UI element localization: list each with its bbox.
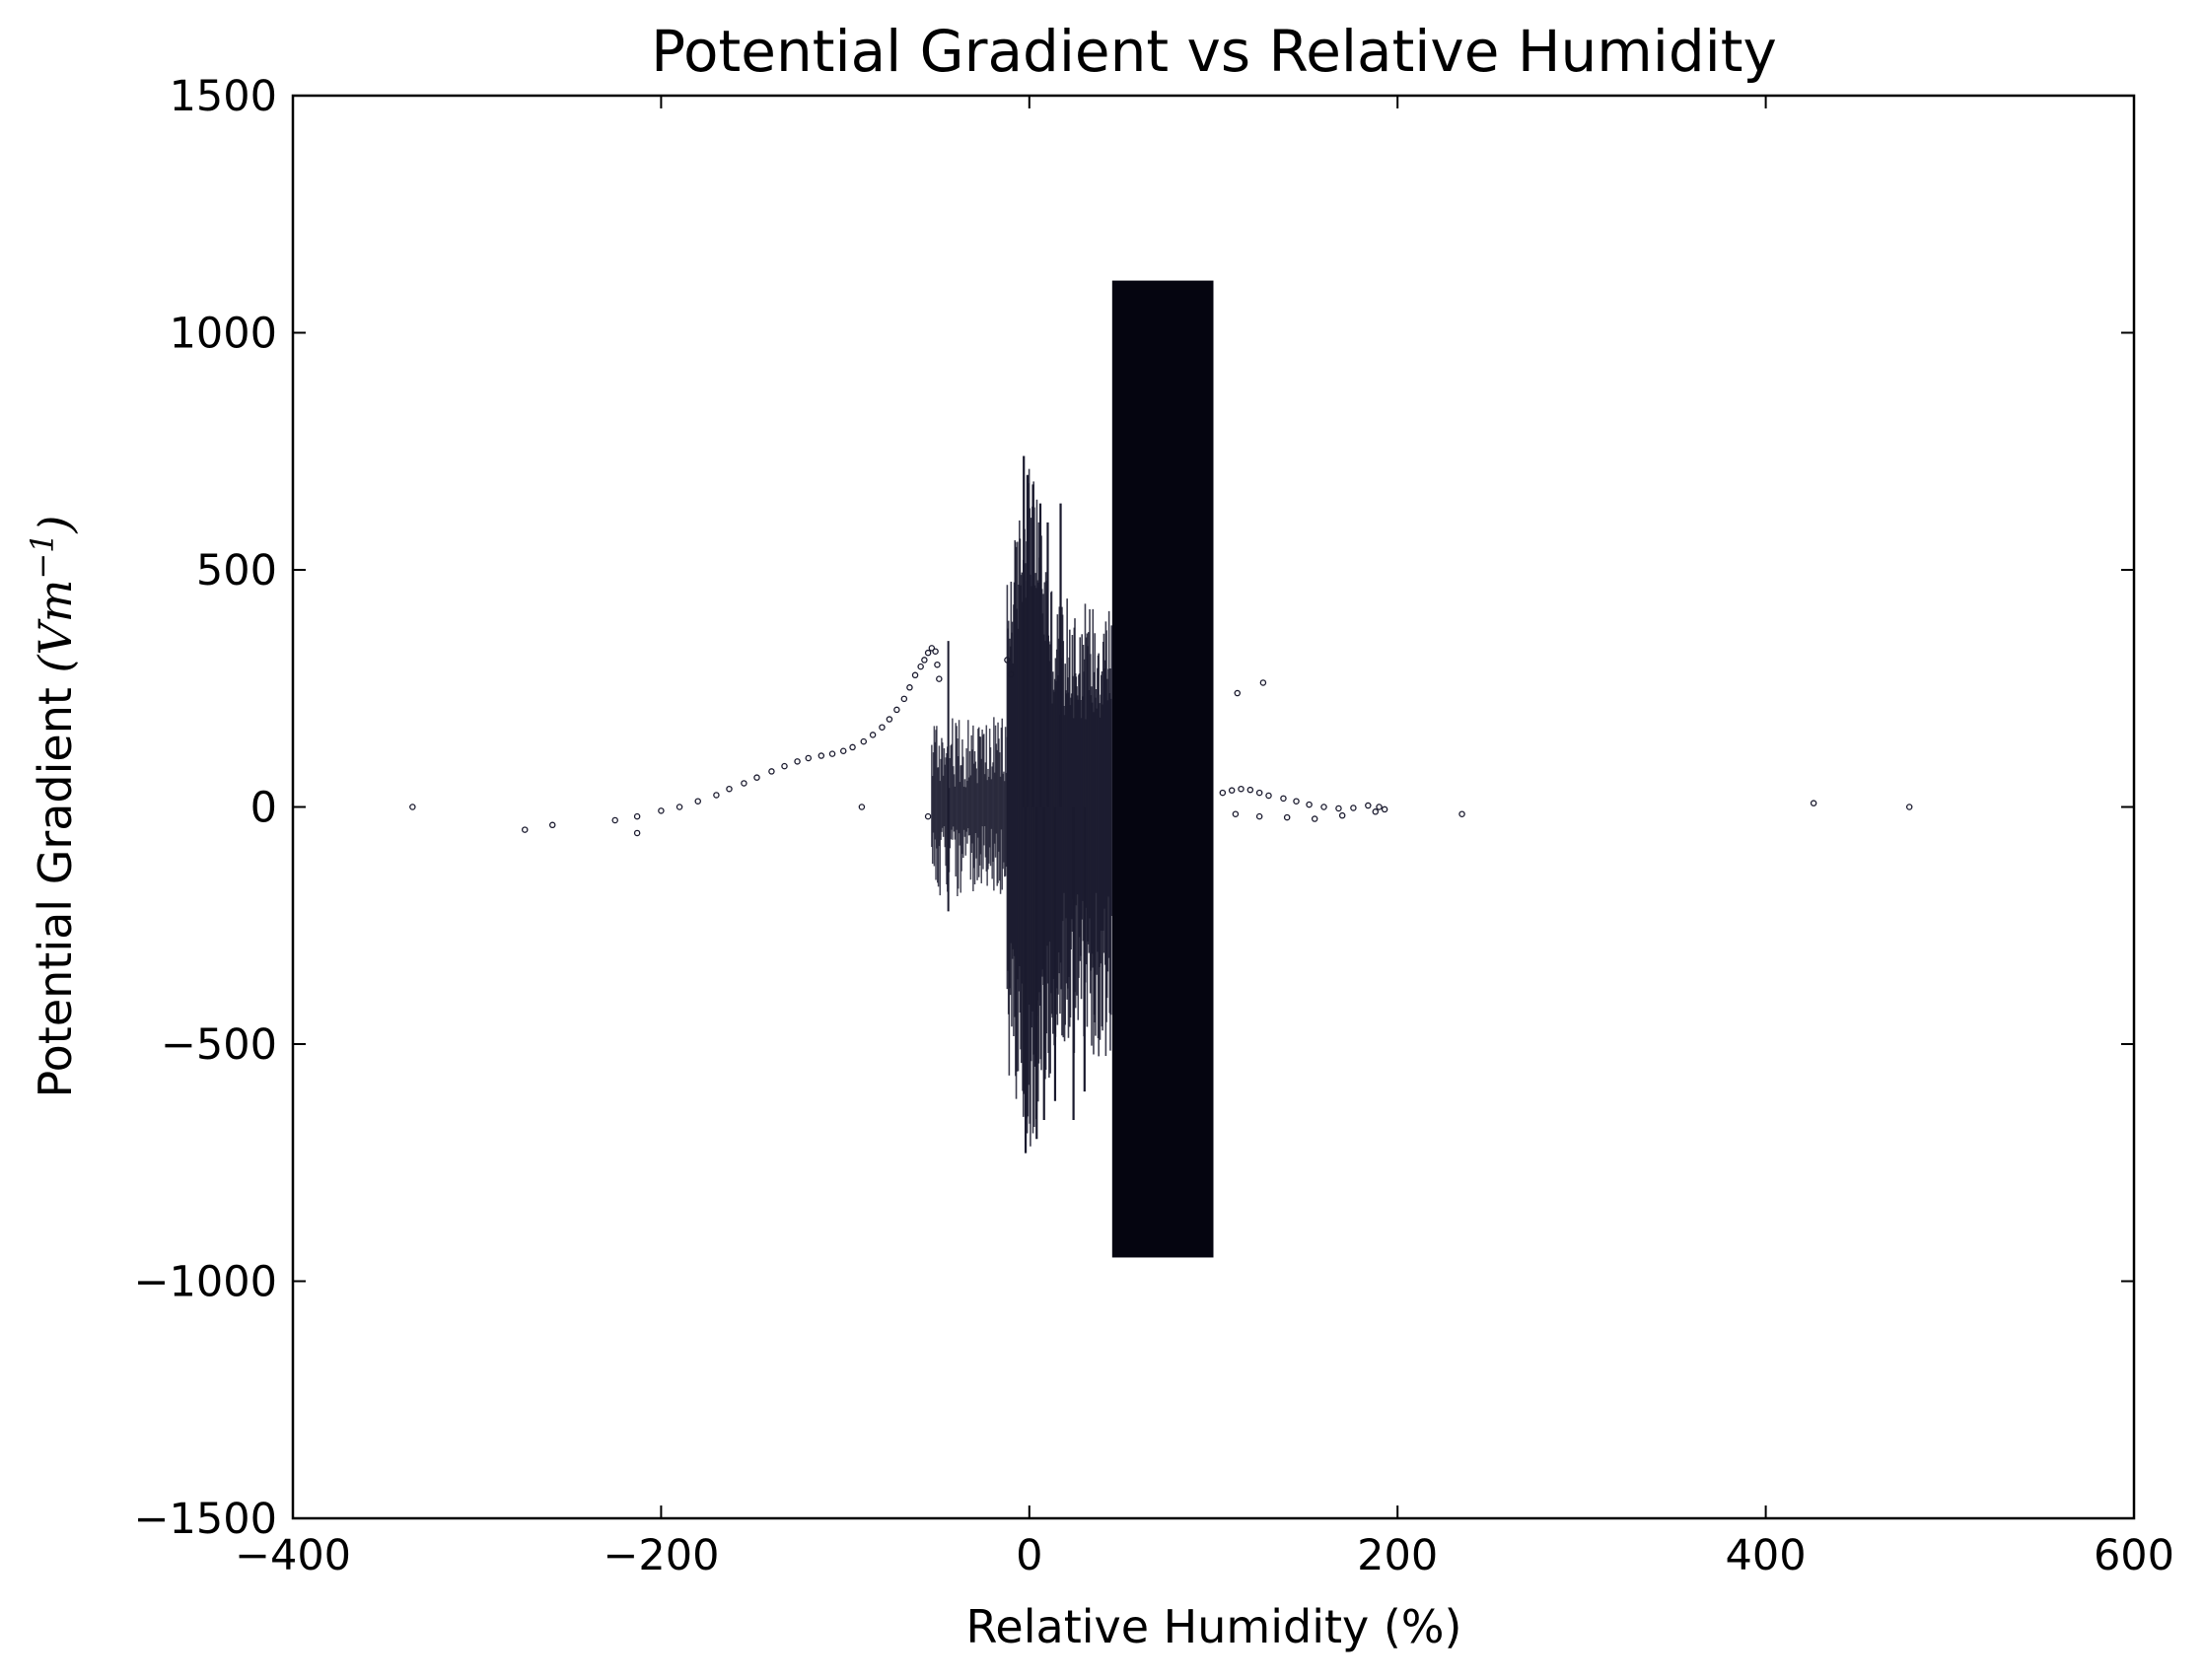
data-point-48 [1335, 805, 1342, 812]
data-point-53 [1255, 812, 1263, 820]
data-point-11 [741, 780, 747, 787]
data-point-38 [1219, 789, 1227, 797]
data-point-43 [1265, 792, 1272, 800]
x-tick-label: 400 [1726, 1531, 1807, 1580]
y-tick-label: 500 [196, 546, 277, 595]
data-point-39 [1228, 787, 1236, 794]
data-point-19 [839, 747, 847, 754]
data-point-61 [1004, 657, 1011, 664]
x-tick-label: −400 [235, 1531, 351, 1580]
y-tick-label: −1000 [134, 1258, 277, 1307]
x-tick-label: 600 [2094, 1531, 2174, 1580]
y-axis-title-text: Potential Gradient [29, 672, 82, 1097]
data-point-25 [893, 706, 900, 714]
y-tick-label: 1500 [170, 72, 277, 121]
data-point-32 [928, 645, 936, 652]
data-point-44 [1280, 795, 1287, 803]
data-point-7 [675, 804, 683, 810]
data-point-42 [1255, 789, 1263, 797]
data-point-16 [805, 754, 813, 762]
y-axis-title: Potential Gradient (Vm−1) [24, 516, 82, 1098]
data-point-35 [936, 675, 943, 682]
y-axis-title-exponent: −1 [24, 533, 61, 580]
data-point-27 [906, 684, 913, 691]
y-tick-label: −500 [161, 1020, 277, 1070]
data-point-15 [794, 758, 801, 765]
data-point-29 [917, 663, 924, 670]
x-tick-label: 200 [1357, 1531, 1438, 1580]
data-point-51 [1376, 804, 1383, 810]
plot-area: −400 −200 0 200 400 600 −1500 −1000 −500 0 500 1000… [134, 72, 2175, 1580]
data-point-9 [713, 792, 720, 799]
data-point-65 [1905, 804, 1913, 810]
data-point-18 [828, 750, 836, 757]
data-point-47 [1320, 804, 1327, 810]
data-point-20 [849, 743, 856, 751]
data-point-49 [1350, 805, 1357, 811]
data-point-56 [1338, 811, 1346, 819]
y-axis-title-unit: (Vm [29, 580, 82, 673]
data-point-34 [934, 661, 941, 668]
data-point-60 [1259, 679, 1267, 686]
data-point-17 [818, 752, 825, 759]
x-tick-label: −200 [603, 1531, 719, 1580]
data-point-33 [932, 648, 939, 655]
data-point-14 [781, 762, 788, 770]
data-point-62 [1007, 670, 1015, 678]
data-point-5 [633, 829, 641, 837]
data-point-54 [1283, 813, 1291, 821]
data-point-21 [860, 737, 868, 745]
data-point-0 [409, 804, 416, 810]
data-point-63 [1458, 810, 1465, 817]
y-tick-label: 0 [250, 784, 277, 833]
y-tick-label: −1500 [134, 1495, 277, 1544]
data-point-41 [1246, 786, 1254, 794]
data-point-23 [879, 724, 886, 731]
data-point-55 [1311, 815, 1318, 822]
chart-title: Potential Gradient vs Relative Humidity [651, 18, 1777, 85]
data-point-28 [911, 671, 919, 679]
data-point-30 [921, 657, 928, 664]
data-point-24 [886, 716, 893, 723]
data-point-1 [521, 826, 529, 833]
data-point-45 [1293, 798, 1300, 805]
data-point-2 [548, 821, 556, 829]
data-point-58 [1381, 805, 1388, 813]
x-axis-title: Relative Humidity (%) [966, 1600, 1462, 1653]
data-point-6 [658, 807, 665, 814]
data-point-12 [753, 774, 760, 781]
data-point-59 [1234, 689, 1242, 697]
data-point-36 [858, 804, 866, 810]
data-point-57 [1372, 808, 1380, 815]
data-point-10 [726, 785, 733, 793]
data-point-52 [1232, 810, 1240, 817]
data-point-26 [900, 695, 908, 703]
data-point-64 [1810, 800, 1817, 806]
data-point-50 [1365, 802, 1372, 809]
data-point-22 [869, 732, 877, 738]
data-point-40 [1238, 785, 1244, 793]
data-point-4 [633, 812, 641, 820]
data-point-31 [924, 649, 932, 657]
x-tick-label: 0 [1016, 1531, 1042, 1580]
data-point-37 [924, 812, 932, 820]
y-axis-title-close: ) [29, 516, 82, 534]
data-point-46 [1306, 801, 1313, 808]
dense-region-saturated-block [1111, 280, 1214, 1258]
y-tick-label: 1000 [170, 310, 277, 359]
data-point-3 [611, 816, 618, 824]
data-point-8 [694, 798, 701, 805]
data-point-13 [768, 768, 775, 775]
